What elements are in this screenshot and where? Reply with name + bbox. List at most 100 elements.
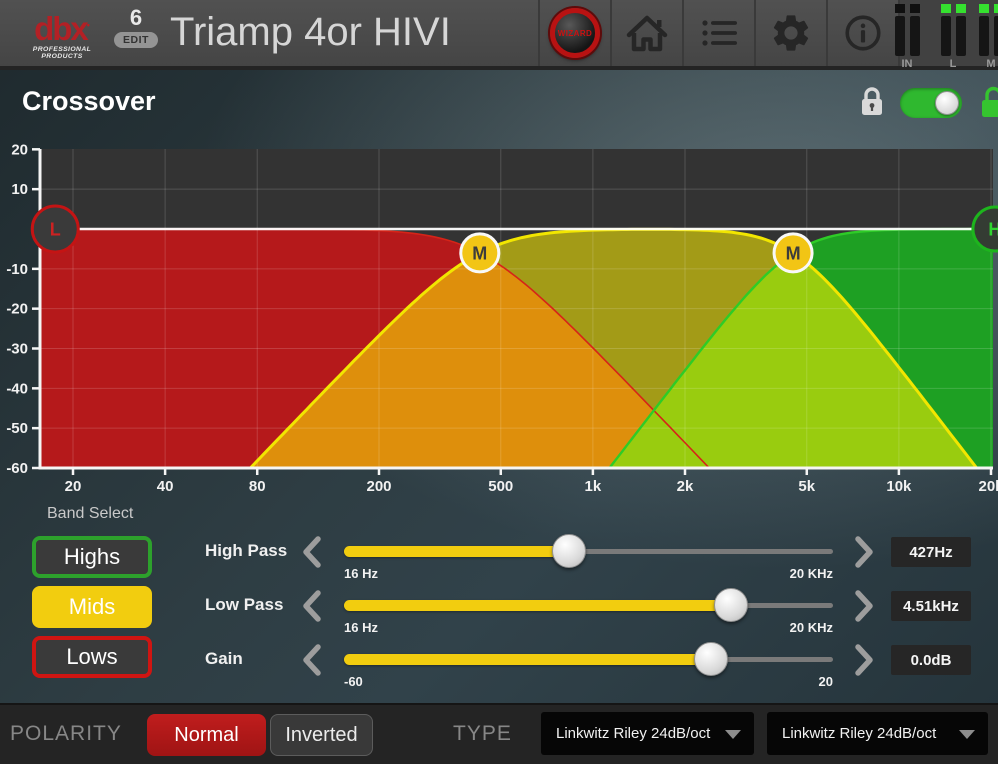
y-axis-label: -50 xyxy=(6,420,28,437)
page-title: Crossover xyxy=(22,86,156,116)
preset-title: Triamp 4or HIVI xyxy=(170,10,451,54)
crossover-marker-L[interactable]: L xyxy=(30,204,80,254)
high-pass-row: High Pass 16 Hz 20 KHz 427Hz xyxy=(0,533,998,589)
home-button[interactable] xyxy=(610,0,682,66)
slider-min-label: 16 Hz xyxy=(344,566,378,581)
gear-icon xyxy=(773,15,809,51)
slider-label: Low Pass xyxy=(205,595,284,614)
decrement-chevron[interactable] xyxy=(299,588,325,624)
low-pass-slider[interactable] xyxy=(344,587,833,623)
type-label: TYPE xyxy=(453,722,512,745)
band-button-highs[interactable]: Highs xyxy=(32,536,152,578)
x-axis-label: 80 xyxy=(249,478,266,495)
y-axis-label: -30 xyxy=(6,340,28,357)
settings-button[interactable] xyxy=(754,0,826,66)
increment-chevron[interactable] xyxy=(851,588,877,624)
meter-bar xyxy=(955,16,966,56)
level-meters: IN L M xyxy=(894,0,998,70)
footer-bar: POLARITY Normal Inverted TYPE Linkwitz R… xyxy=(0,703,998,764)
slider-fill xyxy=(344,599,731,611)
svg-text:M: M xyxy=(786,243,801,263)
crossover-marker-M[interactable]: M xyxy=(459,232,501,274)
crossover-marker-H[interactable]: H xyxy=(971,205,998,253)
dropdown-caret-icon xyxy=(725,730,741,739)
y-axis-label: -10 xyxy=(6,261,28,278)
polarity-inverted-button[interactable]: Inverted xyxy=(270,714,373,756)
svg-text:H: H xyxy=(988,220,998,240)
info-icon xyxy=(845,15,881,51)
decrement-chevron[interactable] xyxy=(299,642,325,678)
edit-label: EDIT xyxy=(114,32,158,48)
gain-row: Gain -60 20 0.0dB xyxy=(0,641,998,697)
meter-bar xyxy=(993,16,998,56)
slider-fill xyxy=(344,653,711,665)
band-button-lows[interactable]: Lows xyxy=(32,636,152,678)
low-pass-value: 4.51kHz xyxy=(891,591,971,621)
slider-fill xyxy=(344,545,570,557)
preset-number: 6 xyxy=(129,5,143,30)
slider-min-label: 16 Hz xyxy=(344,620,378,635)
meter-bar xyxy=(909,16,920,56)
gain-slider[interactable] xyxy=(344,641,833,677)
high-pass-value: 427Hz xyxy=(891,537,971,567)
dbx-logo-text: dbx• xyxy=(34,10,90,47)
polarity-normal-button[interactable]: Normal xyxy=(147,714,266,756)
x-axis-label: 10k xyxy=(886,478,912,495)
crossover-enable-toggle[interactable] xyxy=(900,88,962,118)
slider-max-label: 20 KHz xyxy=(789,620,833,635)
meter-bar xyxy=(978,16,989,56)
band-area-mids xyxy=(40,229,993,468)
slider-label: High Pass xyxy=(205,541,288,560)
slider-knob[interactable] xyxy=(713,588,748,622)
meter-label: IN xyxy=(901,58,913,70)
dropdown-caret-icon xyxy=(959,730,975,739)
decrement-chevron[interactable] xyxy=(299,534,325,570)
x-axis-label: 5k xyxy=(798,478,815,495)
meter-cap xyxy=(894,4,905,13)
x-axis-label: 20k xyxy=(978,478,998,495)
meter-cap xyxy=(940,4,951,13)
info-button[interactable] xyxy=(826,0,898,66)
band-select-label: Band Select xyxy=(47,505,134,522)
preset-list-button[interactable] xyxy=(682,0,754,66)
band-button-mids[interactable]: Mids xyxy=(32,586,152,628)
filter-type-value: Linkwitz Riley 24dB/oct xyxy=(782,725,937,742)
dbx-logo: dbx• PROFESSIONAL PRODUCTS xyxy=(14,9,110,60)
header-bar: dbx• PROFESSIONAL PRODUCTS 6 EDIT Triamp… xyxy=(0,0,998,70)
slider-min-label: -60 xyxy=(344,674,363,689)
high-pass-slider[interactable] xyxy=(344,533,833,569)
preset-edit-badge[interactable]: 6 EDIT xyxy=(112,6,160,48)
header-nav: WIZARD xyxy=(538,0,998,70)
increment-chevron[interactable] xyxy=(851,534,877,570)
filter-type-value: Linkwitz Riley 24dB/oct xyxy=(556,725,711,742)
meter-cap xyxy=(993,4,998,13)
increment-chevron[interactable] xyxy=(851,642,877,678)
dbx-logo-subtitle: PROFESSIONAL PRODUCTS xyxy=(32,46,92,60)
meter-label: L xyxy=(949,58,957,70)
svg-text:M: M xyxy=(472,243,487,263)
meter-bar xyxy=(940,16,951,56)
slider-max-label: 20 KHz xyxy=(789,566,833,581)
x-axis-label: 1k xyxy=(585,478,602,495)
meter-group-in: IN xyxy=(892,4,922,70)
x-axis-label: 200 xyxy=(366,478,391,495)
slider-knob[interactable] xyxy=(693,642,728,676)
meter-cap xyxy=(909,4,920,13)
meter-cap xyxy=(978,4,989,13)
closed-lock-icon xyxy=(862,87,882,115)
meter-bar xyxy=(894,16,905,56)
wizard-button[interactable]: WIZARD xyxy=(538,0,610,66)
slider-knob[interactable] xyxy=(552,534,587,568)
home-icon xyxy=(626,15,668,52)
y-axis-label: -20 xyxy=(6,301,28,318)
svg-text:L: L xyxy=(50,220,61,240)
filter-type-dropdown-2[interactable]: Linkwitz Riley 24dB/oct xyxy=(767,712,988,755)
meter-group-m: M xyxy=(976,4,998,70)
filter-type-dropdown-1[interactable]: Linkwitz Riley 24dB/oct xyxy=(541,712,754,755)
meter-cap xyxy=(955,4,966,13)
y-axis-label: -60 xyxy=(6,460,28,477)
slider-label: Gain xyxy=(205,649,243,668)
crossover-marker-M[interactable]: M xyxy=(772,232,814,274)
polarity-label: POLARITY xyxy=(10,722,122,745)
